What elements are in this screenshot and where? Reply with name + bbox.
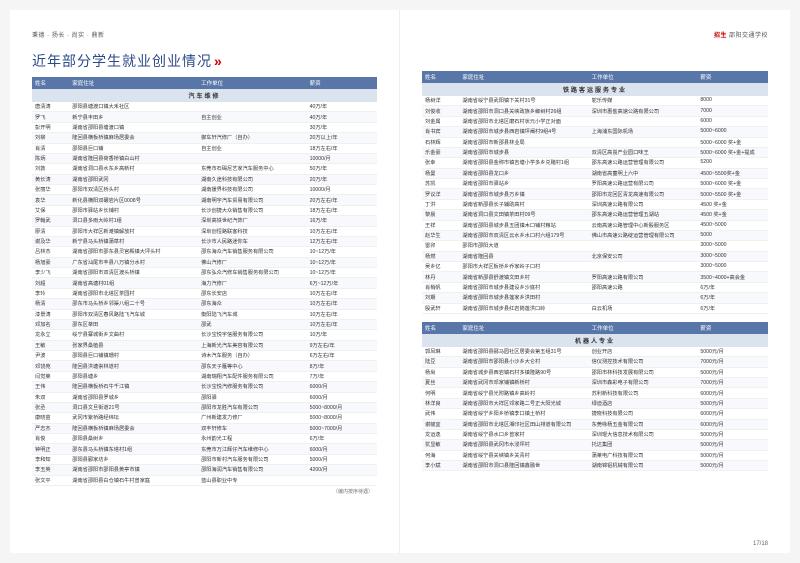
table-header: 姓名 家庭住址 工作单位 薪资	[422, 322, 768, 334]
table-row: 黄长涛湖南省邵阳武冈湖南久途科技有限公司20万/年	[32, 175, 377, 185]
table-row: 王敏张家界桑植县上海新光汽车美容有限公司9万左右/年	[32, 341, 377, 351]
header-left: 秉德 · 扬长 · 尚实 · 鼎新	[32, 30, 377, 39]
table-row: 廖清邵阳市大祥区新滩镇解放村深圳创恒路联客科技10万左右/年	[32, 227, 377, 237]
table-row: 朱双湖南省邵阳县罗城乡邵阳驿6000/月	[32, 393, 377, 403]
table-row: 雷卯邵阳市邵阳大道3000~5000	[422, 241, 768, 251]
section-title-3: 机器人专业	[422, 334, 768, 347]
table-row: 杨树洋湖南省绥宁县武阳镇下关村31号鸵乐传媒8000	[422, 96, 768, 106]
table-row: 李玲湖南省邵阳市北塔区茶园村邵东长安店10万左右/年	[32, 289, 377, 299]
table-section-3: 姓名 家庭住址 工作单位 薪资 机器人专业 郭凤琳湖南省邵阳县郦马园社区居委会第…	[422, 322, 768, 472]
footnote: （编内按序待遇）	[32, 486, 377, 497]
table-header: 姓名 家庭住址 工作单位 薪资	[32, 77, 377, 89]
table-row: 犹显敏湖南省邵阳县武冈市水浸坪村托达集团5000元/月	[422, 440, 768, 450]
table-row: 张丽华邵阳市双清区桥头村湖南援界科技有限公司10000/月	[32, 185, 377, 195]
table-row: 邓饶苑隆回县洪塘崇林道村邵东天子雁等中心8万/年	[32, 361, 377, 371]
table-row: 邓加名邵东区莘田邵武10万左右/年	[32, 320, 377, 330]
table-row: 罗翰武洞口县多雨大岭村1组深圳高铁世纪汽饰厂16万/年	[32, 216, 377, 226]
table-row: 尹波邵阳县巨口铺镇珊村诗木汽车服务（自办）6万左右/年	[32, 351, 377, 361]
table-row: 郭凤琳湖南省邵阳县郦马园社区居委会第五组31号创业开店5000元/月	[422, 347, 768, 357]
table-row: 赵华生湖南省邵阳市双清区云水乡水口村六组179号佛山市高速公路绽运营管理有限公司…	[422, 231, 768, 241]
section-title-2: 铁路客运服务专业	[422, 83, 768, 96]
table-row: 杨燃湖南省隆回县北京保安公司3000~5000	[422, 252, 768, 262]
table-row: 张文平湖南省邵阳县白仓镇石牛村曾家庭蓝山县职业中专	[32, 476, 377, 486]
chevron-icon: »	[214, 53, 223, 69]
table-row: 肖书宾湖南省邵阳市城步县西岩镇坪阉村9组4号上海浦东国际机场5000~6000	[422, 127, 768, 137]
table-row: 肖俊邵阳县桑树乡永州韵光工程6万/年	[32, 434, 377, 444]
table-row: 陆豆湖南省邵阳市邵阳县小沙乡大仑村信仪测控技术有限公司7000元/月	[422, 357, 768, 367]
table-row: 刘期湖南省邵阳市城步县莲家乡洪田村6万/年	[422, 293, 768, 303]
table-row: 艾保邵阳市驿站乡长铺村长沙创捷大众销售有限公司18万左右/年	[32, 206, 377, 216]
table-row: 王祥湖南省邵阳县城步县五团镇木口铺村粮站云南高速公路管理中心新殷服务区4500~…	[422, 221, 768, 231]
table-row: 刘敦湖南省洞口县水东乡高新村东莞市石碣尼艺家汽车服务中心50万/年	[32, 164, 377, 174]
table-row: 何明湖南省绥宁县光附路镇乡高岭村苏利新科技有限公司6000元/月	[422, 388, 768, 398]
table-row: 刘俊收湖南省邵阳市洞口县关峡政族乡榔树村26组深圳市惠盐高速公路有限公司7000	[422, 106, 768, 116]
table-row: 罗议洋湖南省邵阳市城步县万乡镇邵阳市龙回区青龙高速有限公司5000~5500 奖…	[422, 189, 768, 199]
table-row: 石林辉湖南省邵阳市新邵县林业局5000~6000 奖+金	[422, 138, 768, 148]
table-row: 杨曼湖南省邵阳县龙口乡湖南省高童明上六中4500~5500奖+金	[422, 169, 768, 179]
table-row: 李玉英湖南省邵阳市邵阳县黄亭市镇邵阳海润汽车销售有限公司4200/月	[32, 465, 377, 475]
table-row: 彭开明湖南省邵阳县塘渡口镇30万/年	[32, 123, 377, 133]
table-row: 李少飞湖南省邵阳市双清区渡头桥镇邵东弘众汽修车销售服务有限公司10~12万/年	[32, 268, 377, 278]
table-row: 黎晨湖南省洞口县文田镇茶田村09号邵东高速公路运营管理五湖站4500 奖+金	[422, 210, 768, 220]
page-title: 近年部分学生就业创业情况»	[32, 51, 377, 71]
table-row: 李小斌湖南省邵阳市洞口县隆回镇鑫融世湖南锦铝机械有限公司5000元/月	[422, 461, 768, 471]
table-row: 夏丝湖南省武冈市邓家铺镇新桥村深圳市森彩电子有限公司7000元/月	[422, 378, 768, 388]
table-row: 何海湖南省绥宁县关峡镇乡关青村蒲莱电广科技有限公司5000元/月	[422, 451, 768, 461]
table-row: 吕林杰湖南省邵阳市邵东县灵官殿镇大坪头村邵东海众汽车销售服务有限公司10~12万…	[32, 247, 377, 257]
table-row: 肖梢帆湖南省邵阳市城步县建设乡沙底村邵阳高速公路6万/年	[422, 283, 768, 293]
table-row: 武伟湖南省绥宁乡阳乡桥镇李口镇土桥村捷晓科技有限公司6000元/月	[422, 409, 768, 419]
table-row: 刘超湖南省高塘村01组海力汽修厂6万~12万/年	[32, 278, 377, 288]
table-row: 闫觉莱邵阳县塘乡湖南瑞翔汽车配件服务有限公司7万/年	[32, 372, 377, 382]
table-row: 乐金豪湖南省邵阳市城步县双清区高崀产业园口味王5000~6000 奖+金+提成	[422, 148, 768, 158]
table-row: 龙永立绥宁县寨城街乡文曲村长沙宝悦宇信服务有限公司10万/年	[32, 330, 377, 340]
table-row: 康晓苗武冈市紫桥路经纬坛广州新建发力修厂5000~8000/月	[32, 413, 377, 423]
table-row: 林洋良湖南省邵阳市大祥区邓家路二号正大阳光城绿迪酒店5000元/月	[422, 399, 768, 409]
table-row: 漆景涛邵阳市双清区春风路陆飞汽车城衡阳陆飞汽车城10万左右/年	[32, 310, 377, 320]
table-row: 龙运逸湖南省绥宁县水口乡曾家村深圳琨大信息技术有限公司5000元/月	[422, 430, 768, 440]
table-row: 苏凯湖南省邵阳市驿站乡罗阳高速公路运营有限公司5000~6000 奖+金	[422, 179, 768, 189]
table-row: 刘金属湖南省邵阳市北塔区磨石村状元小学正对面6000	[422, 117, 768, 127]
page-number: 17/18	[753, 541, 768, 547]
table-row: 刘柳隆回县横板桥镇麻场居委会御车轩汽修厂（自办）20万以上/年	[32, 133, 377, 143]
table-section-1: 姓名 家庭住址 工作单位 薪资 汽车维修 唐清涛邵阳县塘渡口镇大禾社区40万/年…	[32, 77, 377, 497]
table-row: 李和知邵阳县郦家坊乡邵阳市新村汽车服务有限公司5000/月	[32, 455, 377, 465]
table-row: 袁华新化县横阳双碾岩片区0008号湖南明宇汽车贸易有限公司20万左右/年	[32, 195, 377, 205]
table-row: 杨清邵东市马头桥乡邻渠八组二十号邵东海众10万左右/年	[32, 299, 377, 309]
table-row: 张丞洞口县文旦街道21号邵阳市龙胜汽车有限公司5000~8000/月	[32, 403, 377, 413]
table-row: 丁洪湖南省新邵县长子辅助高村深圳高速公路有限公司4500 奖+金	[422, 200, 768, 210]
table-row: 严志杰隆回县横板桥镇麻场居委会双丰轩修车5000~7000/月	[32, 424, 377, 434]
table-row: 钟明正邵东县马头桥镇东塔村1组东莞市万江辉仔汽车维修中心6000/月	[32, 444, 377, 454]
motto-text: 秉德 · 扬长 · 尚实 · 鼎新	[32, 30, 105, 39]
table-row: 唐清涛邵阳县塘渡口镇大禾社区40万/年	[32, 102, 377, 112]
table-header: 姓名 家庭住址 工作单位 薪资	[422, 71, 768, 83]
table-row: 肖清邵阳县巨口铺自主创业18万左右/年	[32, 144, 377, 154]
table-row: 罗飞新宁县丰田乡自主创业40万/年	[32, 112, 377, 122]
table-row: 林丹湖南省新邵县舒渡镇文田乡村罗阳高速公路有限公司3500~4000+高会金	[422, 272, 768, 282]
table-row: 杨尚湖南省城步县西岩镇石村多镇隆路90号邵阳市林科技发展有限公司5000元/月	[422, 368, 768, 378]
table-row: 陈炳湖南省隆回县荷香桥镇白山村10000/月	[32, 154, 377, 164]
table-row: 杨旭豪广东省汕尾市丰县八万镇分水村佛山汽修厂10~12万/年	[32, 258, 377, 268]
table-row: 王伟隆回县横板桥石牛千江镇长沙宝悦汽修服务有限公司6000/月	[32, 382, 377, 392]
table-row: 谢及华新宁县马头桥镇蒲草村长沙市人民路迷你车12万左右/年	[32, 237, 377, 247]
table-row: 吴乡亿邵阳市大祥区板桥乡乔家岭子口村3000~5000	[422, 262, 768, 272]
table-row: 殷武轩湖南省邵阳市城步县红岩岗莲洪口岭白云机场6万/年	[422, 304, 768, 314]
table-row: 谢毓宜湖南省邵阳市北塔区湘印社区田山排道有限公司东莞咏杨五金有限公司6000元/…	[422, 420, 768, 430]
header-right: 招生邵阳交通学校	[422, 30, 768, 39]
table-row: 张幸湖南省邵阳县金称市镇吉塘小学多乡兑赌村1组邵东高速公路运营管理有限公司520…	[422, 158, 768, 168]
section-title-1: 汽车维修	[32, 89, 377, 102]
table-section-2: 姓名 家庭住址 工作单位 薪资 铁路客运服务专业 杨树洋湖南省绥宁县武阳镇下关村…	[422, 71, 768, 314]
